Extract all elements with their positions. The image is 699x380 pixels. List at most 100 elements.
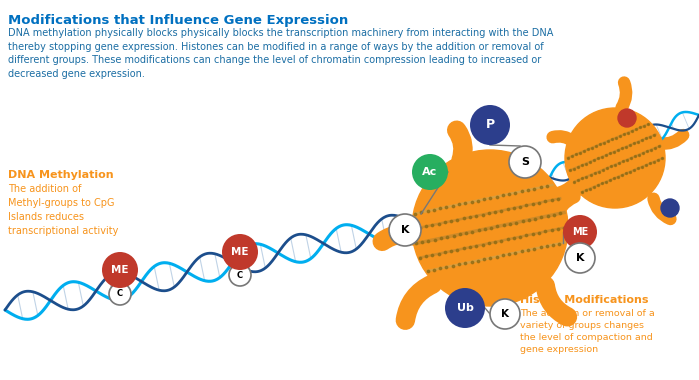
Point	[522, 247, 533, 253]
Point	[427, 222, 438, 228]
Point	[503, 251, 514, 257]
Point	[521, 202, 532, 208]
Point	[428, 207, 440, 213]
Point	[554, 210, 565, 216]
Point	[639, 123, 650, 129]
Point	[496, 207, 507, 214]
Point	[573, 177, 584, 183]
Point	[422, 208, 433, 214]
Point	[466, 259, 477, 265]
Circle shape	[565, 108, 665, 208]
Point	[605, 150, 616, 157]
Circle shape	[563, 215, 597, 249]
Point	[592, 182, 603, 188]
Point	[612, 147, 624, 153]
Point	[435, 235, 447, 241]
Point	[628, 167, 640, 173]
Point	[626, 128, 637, 134]
Point	[528, 246, 540, 252]
Point	[635, 124, 646, 130]
Point	[498, 192, 509, 198]
Point	[527, 231, 538, 237]
FancyArrowPatch shape	[621, 82, 626, 108]
Circle shape	[470, 105, 510, 145]
Point	[417, 239, 428, 245]
Point	[458, 215, 469, 222]
FancyArrowPatch shape	[556, 197, 575, 220]
Point	[608, 149, 619, 155]
Point	[562, 155, 573, 161]
Point	[421, 253, 432, 260]
Text: C: C	[237, 271, 243, 280]
Point	[510, 190, 521, 196]
Point	[510, 250, 521, 256]
Point	[600, 179, 612, 185]
Point	[522, 187, 533, 193]
Point	[479, 196, 490, 202]
Point	[574, 150, 585, 156]
Point	[429, 236, 440, 242]
Point	[649, 132, 660, 138]
Point	[584, 185, 596, 192]
Point	[541, 243, 552, 249]
Point	[608, 176, 619, 182]
Point	[491, 253, 503, 260]
Point	[498, 252, 509, 258]
Point	[464, 244, 475, 250]
Text: Ac: Ac	[422, 167, 438, 177]
Point	[447, 203, 459, 209]
Circle shape	[389, 214, 421, 246]
Point	[514, 204, 526, 210]
Point	[480, 226, 491, 232]
FancyArrowPatch shape	[456, 130, 463, 160]
Point	[644, 133, 656, 139]
Point	[621, 170, 632, 176]
Text: The addition or removal of a
variety of groups changes
the level of compaction a: The addition or removal of a variety of …	[520, 309, 655, 355]
Point	[589, 184, 600, 190]
Point	[485, 255, 496, 261]
Text: ME: ME	[572, 227, 588, 237]
Point	[461, 230, 472, 236]
Point	[614, 133, 626, 139]
Point	[516, 249, 527, 255]
Circle shape	[222, 234, 258, 270]
Point	[528, 186, 540, 192]
Point	[566, 153, 577, 159]
Point	[473, 198, 484, 204]
Circle shape	[509, 146, 541, 178]
Point	[610, 135, 621, 141]
Point	[607, 136, 618, 142]
Point	[654, 143, 665, 149]
Point	[464, 214, 475, 220]
Point	[621, 144, 632, 150]
Circle shape	[618, 109, 636, 127]
Point	[483, 210, 494, 216]
Point	[548, 212, 559, 218]
Point	[502, 206, 513, 212]
Point	[540, 228, 551, 234]
Point	[433, 251, 445, 257]
Point	[592, 155, 603, 162]
Point	[640, 135, 651, 141]
Text: K: K	[501, 309, 509, 319]
Point	[452, 247, 463, 253]
Point	[581, 174, 592, 180]
Point	[585, 172, 596, 178]
Point	[596, 180, 607, 187]
Point	[624, 142, 635, 148]
Point	[514, 234, 526, 240]
Point	[496, 238, 507, 244]
Point	[637, 150, 649, 156]
Point	[416, 209, 427, 215]
Point	[521, 232, 532, 238]
Point	[489, 239, 500, 245]
Point	[470, 243, 482, 249]
Point	[516, 188, 527, 195]
Circle shape	[565, 243, 595, 273]
Point	[601, 165, 612, 171]
Point	[467, 229, 478, 235]
Point	[485, 195, 496, 201]
Text: Histon Modifications: Histon Modifications	[520, 295, 649, 305]
Point	[653, 157, 664, 163]
Point	[637, 137, 648, 143]
